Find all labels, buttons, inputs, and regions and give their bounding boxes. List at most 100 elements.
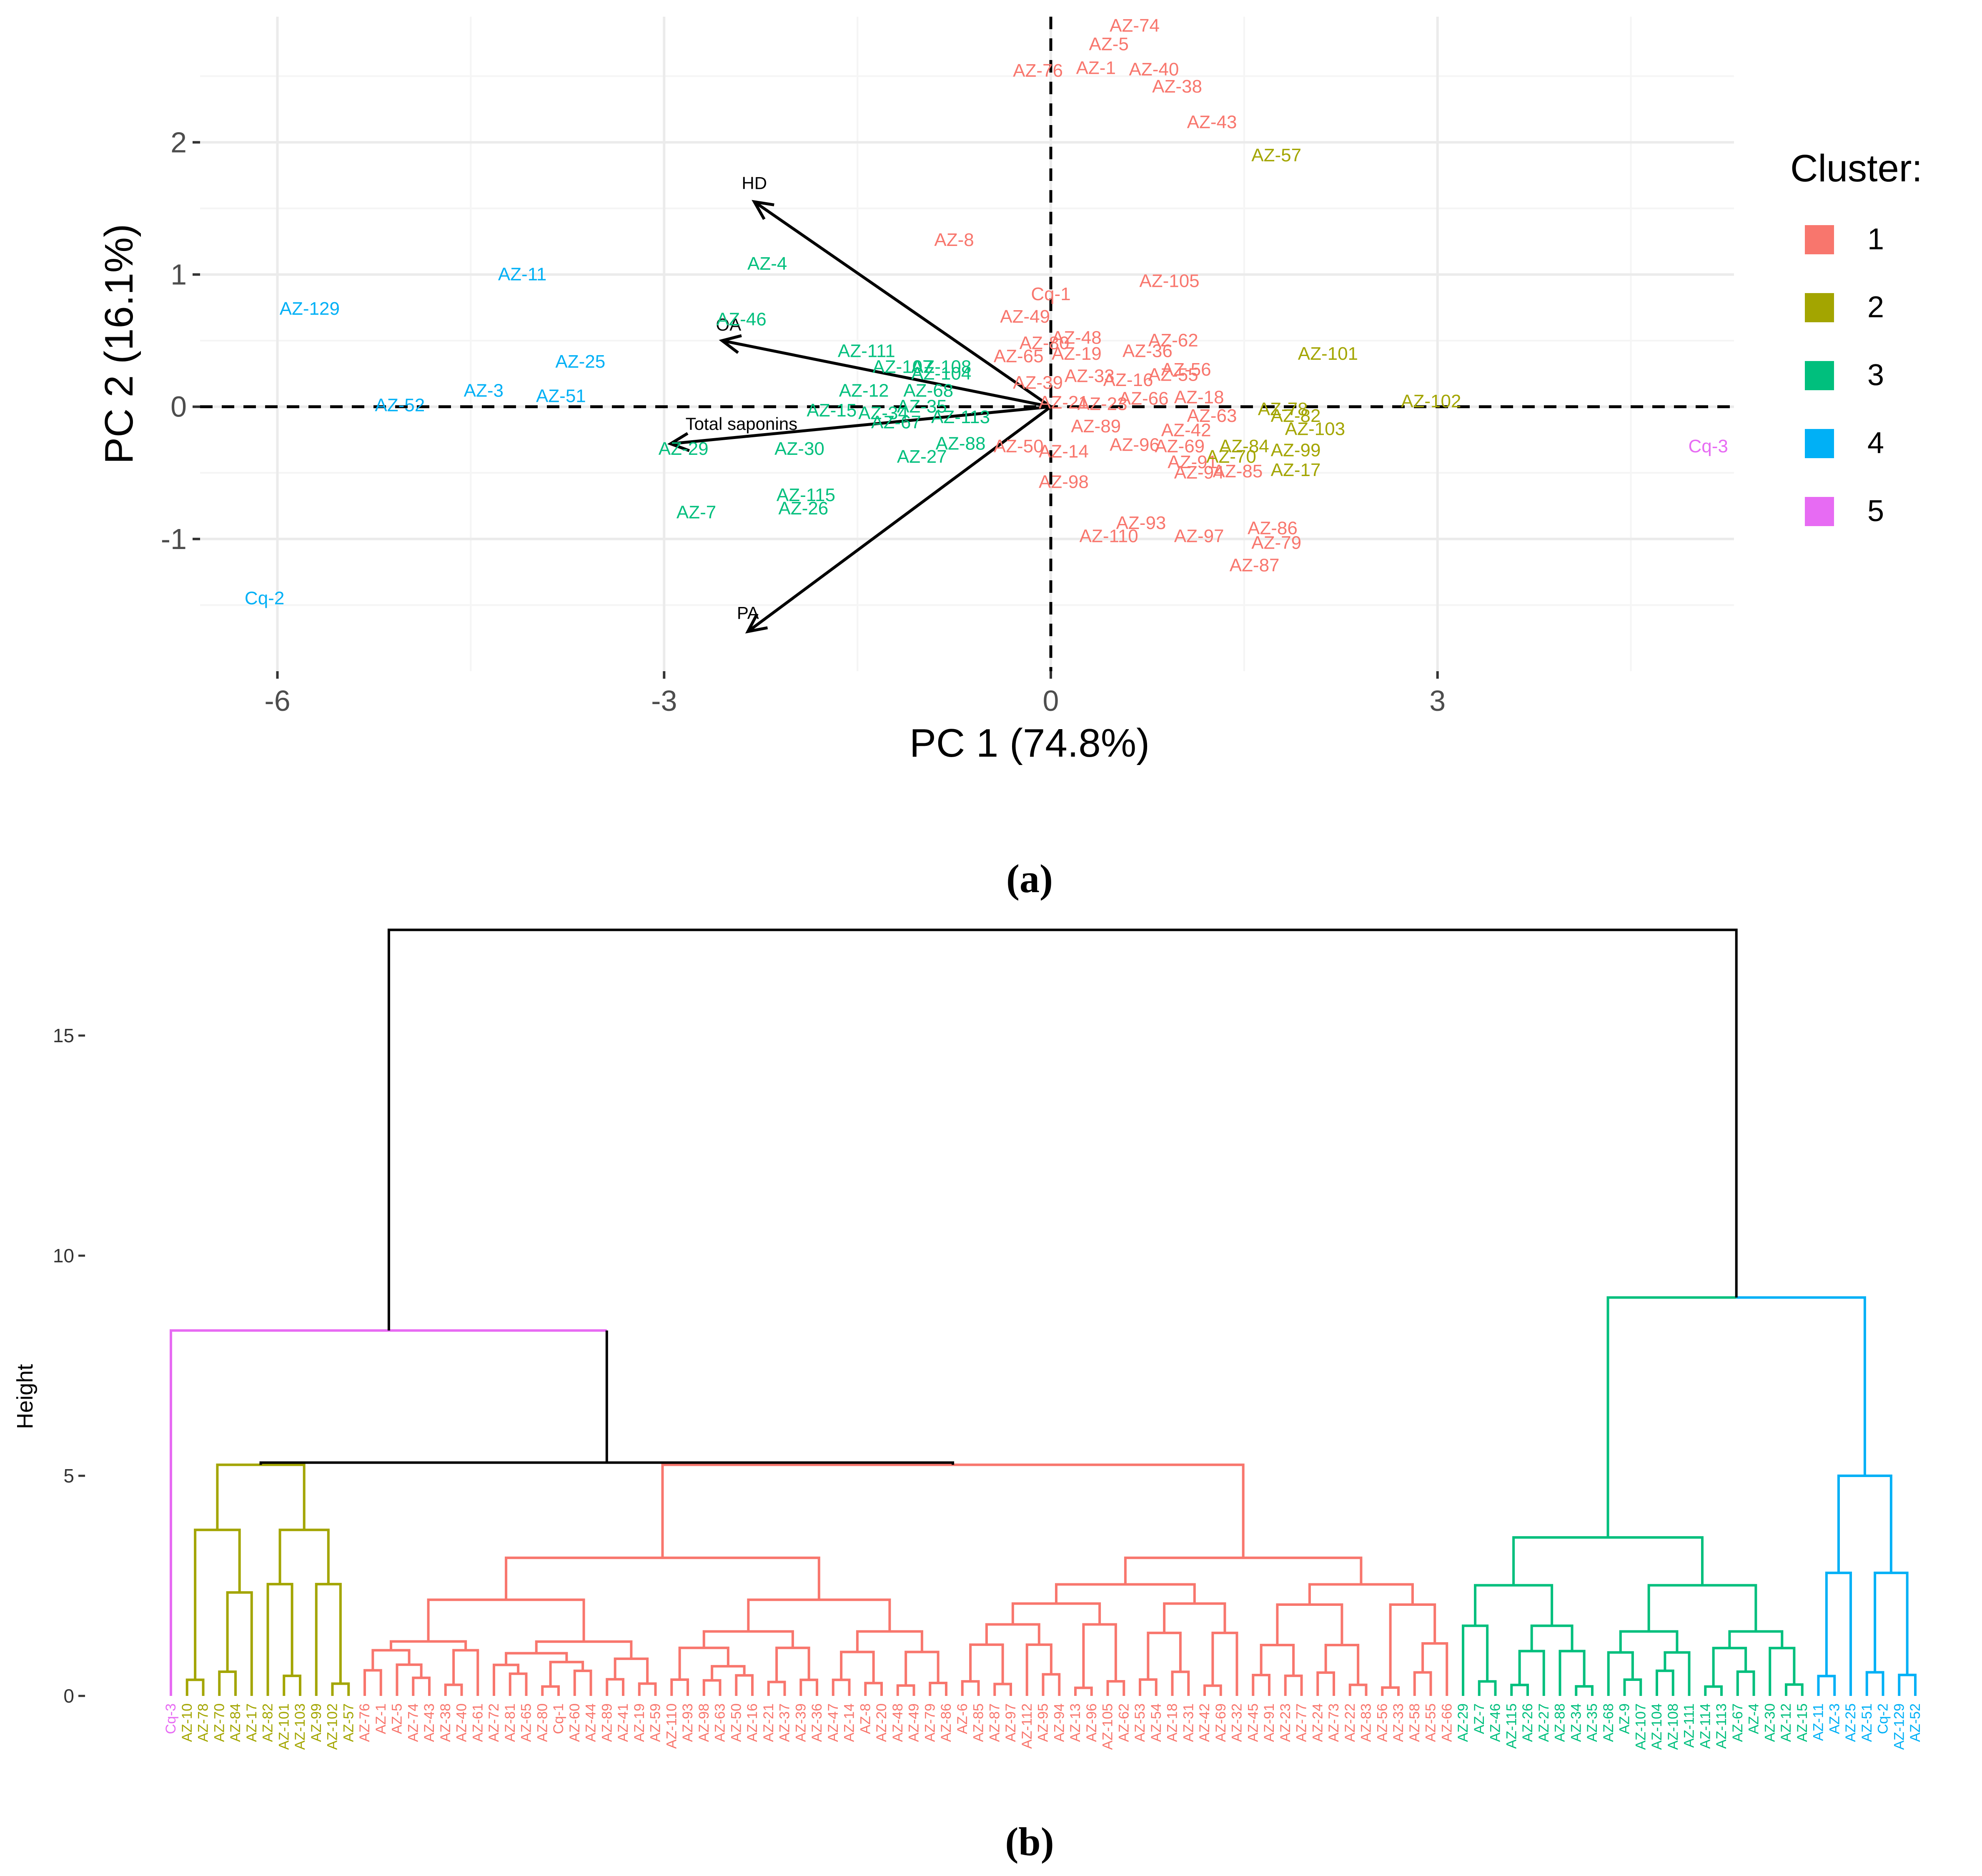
leaf-label-az-24: AZ-24	[1310, 1703, 1326, 1742]
dendrogram-branch	[775, 1646, 810, 1682]
dendrogram-branch	[185, 1678, 205, 1696]
leaf-label-az-88: AZ-88	[1552, 1703, 1568, 1742]
arrow-head-icon	[752, 200, 774, 220]
dendrogram-branch	[1389, 1603, 1436, 1688]
point-label-az-4: AZ-4	[747, 253, 787, 274]
leaf-label-az-102: AZ-102	[325, 1703, 341, 1750]
point-label-az-108: AZ-108	[911, 357, 971, 377]
dendrogram-branch	[573, 1669, 592, 1696]
loading-label: OA	[716, 315, 742, 334]
leaf-label-az-86: AZ-86	[938, 1703, 954, 1742]
leaf-label-az-58: AZ-58	[1407, 1703, 1423, 1742]
point-label-az-84: AZ-84	[1219, 436, 1269, 456]
dendrogram-branch	[226, 1591, 253, 1696]
leaf-label-az-42: AZ-42	[1197, 1703, 1213, 1742]
dendrogram-branch	[549, 1660, 584, 1687]
dendrogram-branch	[856, 1630, 923, 1652]
leaf-label-az-8: AZ-8	[857, 1703, 873, 1734]
dendrogram-branch	[509, 1672, 528, 1696]
point-label-az-26: AZ-26	[778, 498, 828, 519]
loading-label: Total saponins	[686, 414, 798, 434]
dendrogram-branch	[1025, 1643, 1052, 1696]
dendrogram-branch	[371, 1649, 411, 1670]
leaf-label-az-67: AZ-67	[1730, 1703, 1746, 1742]
point-label-az-115: AZ-115	[777, 485, 835, 505]
dendrogram-branch	[1728, 1630, 1784, 1648]
legend-label-2: 2	[1867, 291, 1884, 324]
leaf-label-az-74: AZ-74	[405, 1703, 421, 1742]
leaf-label-az-78: AZ-78	[195, 1703, 211, 1742]
dendrogram-branch	[194, 1528, 241, 1680]
point-label-az-94: AZ-94	[1174, 462, 1224, 483]
leaf-label-az-19: AZ-19	[631, 1703, 647, 1742]
leaf-label-az-89: AZ-89	[599, 1703, 615, 1742]
panel-a-caption: (a)	[1006, 856, 1053, 901]
pca-reference-lines	[200, 17, 1734, 671]
point-label-az-107: AZ-107	[872, 357, 932, 377]
leaf-label-az-45: AZ-45	[1245, 1703, 1261, 1742]
leaf-label-az-44: AZ-44	[583, 1703, 599, 1742]
point-label-az-66: AZ-66	[1119, 389, 1169, 409]
leaf-label-az-83: AZ-83	[1358, 1703, 1374, 1742]
point-label-az-82: AZ-82	[1271, 406, 1321, 426]
leaf-label-az-111: AZ-111	[1681, 1703, 1697, 1748]
leaf-label-az-16: AZ-16	[744, 1703, 760, 1742]
dendrogram-branch	[961, 1680, 980, 1696]
dendrogram-branch	[1421, 1642, 1448, 1696]
dendrogram-branch	[505, 1556, 820, 1600]
dendrogram-branch	[661, 1463, 1245, 1558]
point-label-az-14: AZ-14	[1039, 441, 1089, 461]
point-label-az-85: AZ-85	[1213, 461, 1263, 482]
legend-title: Cluster:	[1790, 147, 1922, 190]
leaf-label-az-91: AZ-91	[1261, 1703, 1277, 1742]
leaf-label-az-51: AZ-51	[1859, 1703, 1875, 1742]
point-label-az-70: AZ-70	[1206, 446, 1256, 467]
dendrogram-branch	[711, 1665, 746, 1680]
legend-label-5: 5	[1867, 494, 1884, 528]
leaf-label-az-34: AZ-34	[1568, 1703, 1584, 1742]
point-label-az-38: AZ-38	[1152, 76, 1202, 97]
leaf-label-az-81: AZ-81	[502, 1703, 518, 1742]
dendrogram-branch	[389, 1640, 467, 1650]
dendrogram-branch	[1898, 1673, 1917, 1696]
dendrogram-branch	[535, 1640, 633, 1659]
dendrogram-branch	[1139, 1678, 1158, 1696]
point-label-az-110: AZ-110	[1080, 526, 1138, 546]
y-tick-label: -1	[161, 523, 187, 555]
dendrogram-branch	[1736, 1670, 1755, 1696]
dendrogram-branch	[678, 1646, 729, 1680]
leaf-label-az-108: AZ-108	[1665, 1703, 1681, 1750]
point-label-az-80: AZ-80	[1020, 333, 1070, 353]
leaf-label-az-23: AZ-23	[1278, 1703, 1293, 1742]
dendrogram-branch	[1413, 1671, 1432, 1696]
dendrogram-branch	[1308, 1583, 1414, 1605]
dendrogram-branch	[670, 1678, 689, 1696]
dendrogram-branch	[1284, 1674, 1303, 1696]
leaf-label-az-14: AZ-14	[842, 1703, 857, 1742]
dendrogram-branch	[1817, 1675, 1836, 1696]
dendrogram-branch	[905, 1650, 940, 1686]
point-label-az-93: AZ-93	[1116, 513, 1166, 533]
dendrogram-branch	[1082, 1623, 1117, 1688]
leaf-label-az-77: AZ-77	[1294, 1703, 1310, 1742]
dendrogram-branch	[266, 1583, 293, 1696]
dendrogram-branch	[767, 1680, 786, 1696]
loading-arrow-total-saponins	[670, 405, 1051, 445]
loading-label: HD	[742, 173, 767, 193]
leaf-label-az-21: AZ-21	[761, 1703, 777, 1742]
leaf-label-az-18: AZ-18	[1165, 1703, 1180, 1742]
leaf-label-az-22: AZ-22	[1342, 1703, 1358, 1742]
legend-key-4	[1805, 429, 1834, 458]
point-label-az-57: AZ-57	[1251, 145, 1301, 166]
leaf-label-az-38: AZ-38	[438, 1703, 454, 1742]
point-label-az-102: AZ-102	[1401, 391, 1461, 411]
loading-label: PA	[737, 603, 759, 622]
dendrogram-branch	[840, 1650, 875, 1683]
dendrogram-branch	[1785, 1683, 1804, 1696]
leaf-label-az-4: AZ-4	[1746, 1703, 1762, 1734]
leaf-label-az-62: AZ-62	[1116, 1703, 1132, 1742]
leaf-label-az-107: AZ-107	[1633, 1703, 1649, 1750]
dendrogram-branch	[1837, 1475, 1892, 1573]
